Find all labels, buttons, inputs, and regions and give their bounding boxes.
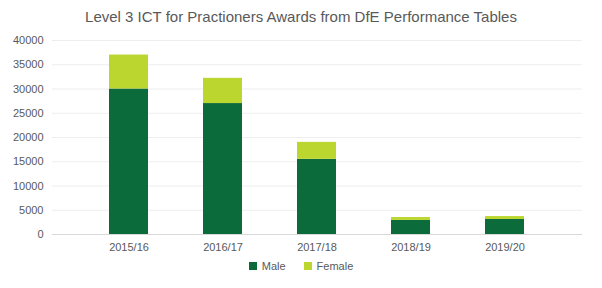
svg-text:20000: 20000: [13, 131, 44, 143]
svg-text:35000: 35000: [13, 58, 44, 70]
svg-text:25000: 25000: [13, 107, 44, 119]
svg-text:5000: 5000: [19, 204, 43, 216]
svg-text:0: 0: [37, 228, 43, 240]
svg-text:10000: 10000: [13, 180, 44, 192]
svg-text:40000: 40000: [13, 34, 44, 46]
svg-text:2015/16: 2015/16: [109, 241, 149, 253]
html-text:Level 3 ICT for Practioners Aw: Level 3 ICT for Practioners Awards from …: [85, 8, 517, 25]
svg-text:2017/18: 2017/18: [297, 241, 337, 253]
svg-text:2016/17: 2016/17: [203, 241, 243, 253]
svg-text:15000: 15000: [13, 155, 44, 167]
svg-text:2019/20: 2019/20: [485, 241, 525, 253]
svg-text:2018/19: 2018/19: [391, 241, 431, 253]
html-text:Male: Male: [261, 260, 286, 272]
svg-text:30000: 30000: [13, 83, 44, 95]
html-text:Female: Female: [316, 260, 354, 272]
